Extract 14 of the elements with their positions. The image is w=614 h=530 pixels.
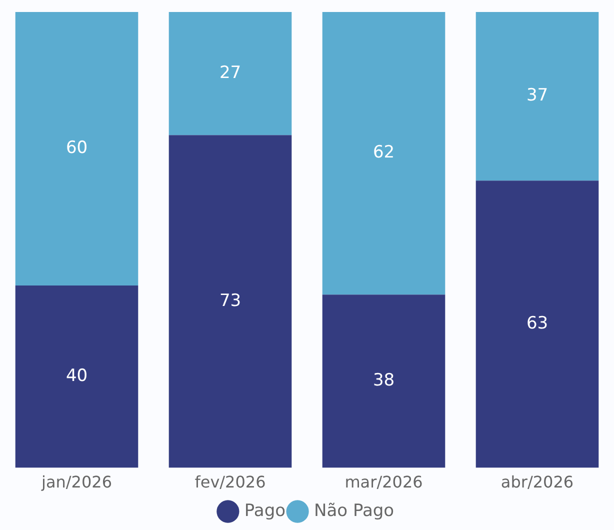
data-label: 37 [526, 86, 548, 106]
x-tick-label: fev/2026 [194, 472, 266, 492]
data-label: 40 [66, 366, 88, 386]
data-label: 73 [219, 290, 242, 311]
x-tick-label: jan/2026 [40, 472, 112, 492]
x-tick-label: mar/2026 [344, 472, 423, 492]
data-label: 38 [372, 370, 395, 391]
data-label: 63 [526, 314, 548, 334]
data-label: 27 [219, 62, 242, 83]
data-label: 60 [66, 138, 88, 158]
legend-label: Não Pago [314, 500, 394, 521]
x-tick-label: abr/2026 [500, 472, 574, 492]
legend-label: Pago [244, 500, 286, 521]
data-label: 62 [372, 142, 395, 163]
